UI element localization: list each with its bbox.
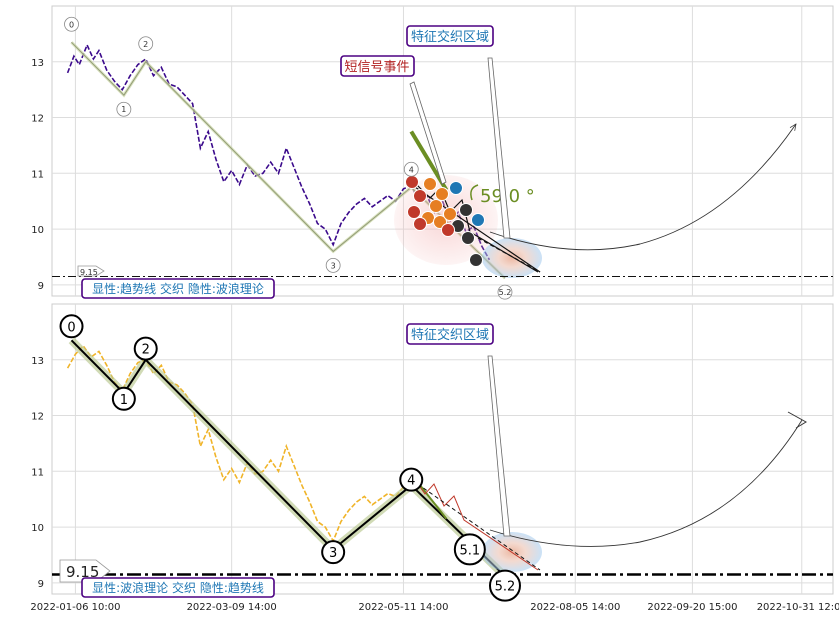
x-tick-label: 2022-08-05 14:00 bbox=[530, 602, 620, 613]
signal-marker bbox=[423, 177, 437, 191]
signal-marker bbox=[449, 181, 463, 195]
y-tick-label: 10 bbox=[31, 523, 44, 534]
svg-text:5.1: 5.1 bbox=[459, 543, 480, 558]
y-tick-label: 11 bbox=[31, 169, 44, 180]
svg-text:4: 4 bbox=[407, 474, 415, 489]
bottom-wave-label: 0 bbox=[59, 314, 84, 339]
bottom-legend-text: 显性:波浪理论 交织 隐性:趋势线 bbox=[92, 580, 264, 595]
top-angle-arc bbox=[470, 184, 479, 201]
signal-marker bbox=[471, 213, 485, 227]
top-wave-label: 1 bbox=[116, 101, 132, 117]
signal-marker bbox=[469, 253, 483, 267]
bottom-wave-line bbox=[70, 339, 506, 577]
y-tick-label: 13 bbox=[31, 356, 44, 367]
svg-text:3: 3 bbox=[329, 546, 337, 561]
bottom-projection-curve bbox=[489, 419, 803, 547]
bottom-wave-labels: 0 1 2 3 4 5.1 5.2 bbox=[59, 314, 521, 602]
x-axis-ticks: 2022-01-06 10:00 2022-03-09 14:00 2022-05-… bbox=[30, 602, 839, 613]
bottom-wave-label: 2 bbox=[133, 336, 158, 361]
y-tick-label: 9 bbox=[38, 579, 44, 590]
bottom-wave-label: 4 bbox=[399, 467, 424, 492]
signal-marker bbox=[429, 199, 443, 213]
bottom-legend: 显性:波浪理论 交织 隐性:趋势线 bbox=[81, 577, 275, 598]
top-projection-curve bbox=[489, 124, 796, 251]
svg-text:2: 2 bbox=[142, 343, 150, 358]
svg-text:5.2: 5.2 bbox=[499, 288, 512, 297]
top-feature-callout-text: 特征交织区域 bbox=[411, 29, 489, 45]
top-wave-label: 2 bbox=[138, 36, 154, 52]
top-legend-text: 显性:趋势线 交织 隐性:波浪理论 bbox=[92, 281, 264, 296]
top-feature-arrow bbox=[487, 57, 511, 239]
signal-marker bbox=[435, 187, 449, 201]
x-tick-label: 2022-10-31 12:00 bbox=[757, 602, 839, 613]
signal-marker bbox=[461, 231, 475, 245]
bottom-y-ticks: 9 10 11 12 13 bbox=[31, 356, 44, 590]
top-signal-callout-text: 短信号事件 bbox=[344, 60, 409, 75]
top-wave-label: 3 bbox=[325, 257, 341, 273]
svg-text:4: 4 bbox=[409, 165, 414, 174]
y-tick-label: 9 bbox=[38, 281, 44, 292]
svg-text:1: 1 bbox=[120, 393, 128, 408]
signal-marker bbox=[441, 223, 455, 237]
top-feature-callout: 特征交织区域 bbox=[406, 25, 494, 47]
x-tick-label: 2022-01-06 10:00 bbox=[30, 602, 120, 613]
bottom-converging-lines bbox=[411, 475, 541, 571]
top-signal-callout: 短信号事件 bbox=[340, 55, 415, 77]
top-baseline-label: 9.15 bbox=[80, 268, 98, 277]
y-tick-label: 11 bbox=[31, 467, 44, 478]
signal-marker bbox=[443, 207, 457, 221]
bottom-projection-arrowhead bbox=[787, 411, 807, 429]
top-signal-arrow bbox=[409, 81, 447, 185]
top-wave-label: 5.2 bbox=[497, 284, 513, 300]
bottom-wave-label: 5.2 bbox=[488, 569, 521, 602]
top-y-ticks: 9 10 11 12 13 bbox=[31, 58, 44, 292]
signal-marker bbox=[407, 205, 421, 219]
bottom-baseline-label: 9.15 bbox=[66, 563, 99, 581]
signal-marker bbox=[413, 189, 427, 203]
bottom-feature-callout: 特征交织区域 bbox=[406, 323, 494, 345]
bottom-feature-callout-text: 特征交织区域 bbox=[411, 327, 489, 343]
bottom-wave-label: 5.1 bbox=[453, 533, 486, 566]
bottom-plot-frame bbox=[51, 303, 834, 595]
bottom-wave-label: 3 bbox=[321, 540, 346, 565]
top-wave-label: 4 bbox=[403, 161, 419, 177]
top-baseline-tag: 9.15 bbox=[77, 265, 105, 277]
x-tick-label: 2022-05-11 14:00 bbox=[358, 602, 448, 613]
x-tick-label: 2022-03-09 14:00 bbox=[187, 602, 277, 613]
top-angle-label: 59.0 ° bbox=[480, 186, 535, 207]
signal-marker bbox=[405, 175, 419, 189]
svg-text:0: 0 bbox=[67, 320, 75, 335]
svg-text:0: 0 bbox=[69, 20, 74, 29]
bottom-feature-arrow bbox=[487, 355, 511, 537]
top-wave-label: 0 bbox=[64, 16, 79, 32]
svg-text:2: 2 bbox=[143, 40, 148, 49]
y-tick-label: 10 bbox=[31, 225, 44, 236]
bottom-baseline-tag: 9.15 bbox=[59, 559, 111, 583]
y-tick-label: 12 bbox=[31, 412, 44, 423]
top-legend: 显性:趋势线 交织 隐性:波浪理论 bbox=[81, 278, 275, 299]
signal-marker bbox=[459, 203, 473, 217]
svg-text:3: 3 bbox=[331, 261, 336, 270]
top-wave-labels: 0 1 2 3 4 5.2 bbox=[64, 16, 513, 300]
y-tick-label: 12 bbox=[31, 114, 44, 125]
top-signal-markers bbox=[405, 175, 485, 267]
y-tick-label: 13 bbox=[31, 58, 44, 69]
bottom-wave-label: 1 bbox=[111, 386, 136, 411]
svg-text:1: 1 bbox=[121, 105, 126, 114]
svg-text:5.2: 5.2 bbox=[495, 580, 516, 595]
x-tick-label: 2022-09-20 15:00 bbox=[647, 602, 737, 613]
signal-marker bbox=[413, 217, 427, 231]
